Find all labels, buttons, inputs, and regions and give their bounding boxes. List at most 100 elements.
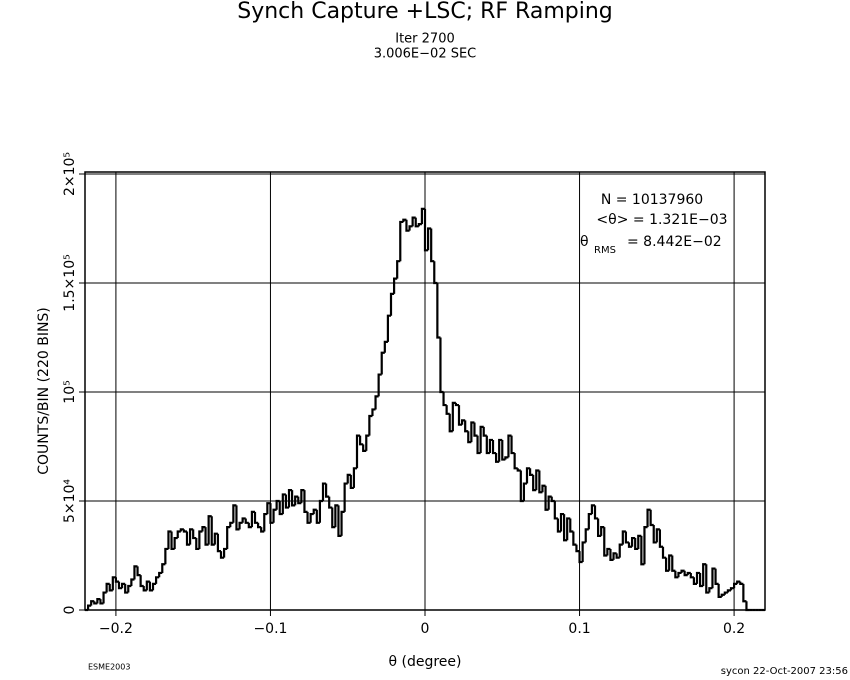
histogram-step [464,420,469,433]
y-tick-label: 1.5×10⁵ [62,254,78,311]
histogram-step [377,373,382,397]
histogram-step [158,571,163,578]
histogram-step [396,260,401,279]
histogram-step [343,482,348,512]
histogram-step [643,526,648,565]
histogram-step [491,439,497,455]
histogram-step [572,531,577,546]
y-axis-label: COUNTS/BIN (220 BINS) [36,307,52,475]
y-tick-label: 10⁵ [62,380,78,403]
histogram-step [139,575,144,588]
histogram-step [130,578,135,587]
histogram-step [365,434,370,451]
histogram-step [368,414,373,436]
histogram-step [392,277,398,294]
histogram-step [352,467,357,488]
histogram-step [658,529,663,548]
x-tick-label: 0.1 [568,621,590,637]
histogram-step [374,395,379,410]
histogram-step [708,587,713,593]
histogram-step [510,435,515,455]
stat-rms-subscript: RMS [594,245,616,256]
stat-n: N = 10137960 [601,192,703,208]
x-tick-label: −0.2 [99,621,133,637]
histogram-step [451,401,456,432]
histogram-step [154,576,160,584]
histogram-step [723,591,728,595]
histogram-step [649,509,654,527]
histogram-step [222,547,228,558]
histogram-step [229,521,234,528]
stat-rms-symbol: θ [580,234,589,250]
histogram-step [318,499,323,523]
histogram-step [504,456,509,460]
histogram-step [661,546,667,559]
histogram-step [482,426,487,437]
histogram-step [516,468,521,472]
histogram-step [417,223,422,227]
histogram-step [433,261,438,285]
histogram-step [454,402,459,407]
histogram-step [553,501,558,520]
x-tick-label: 0.2 [723,621,745,637]
histogram-step [328,496,333,509]
histogram-step [244,518,249,524]
histogram-step [176,530,181,539]
footer-right: sycon 22-Oct-2007 23:56 [721,666,848,677]
histogram-step [430,228,435,263]
histogram-step [399,220,404,262]
stat-mean: <θ> = 1.321E−03 [596,212,727,228]
y-tick-label: 5×10⁴ [62,479,78,523]
histogram-step [550,496,555,503]
histogram-step [324,483,330,498]
histogram-step [720,593,725,597]
histogram-step [102,591,107,604]
footer-left: ESME2003 [88,663,130,672]
histogram-step [371,408,376,416]
histogram-step [192,529,197,540]
histogram-step [442,392,447,407]
subtitle: Iter 2700 [395,32,455,47]
histogram-step [473,422,478,437]
histogram-step [182,529,187,533]
histogram-step [742,583,747,603]
y-tick-label: 0 [62,606,78,615]
histogram-step [151,582,157,591]
histogram-step [581,541,586,563]
histogram-step [732,582,738,589]
histogram-step [136,566,141,577]
histogram-step [522,482,527,501]
histogram-step [726,589,731,593]
histogram-step [624,531,629,544]
histogram-step [173,536,178,549]
histogram-step [216,533,221,553]
histogram-step [528,468,534,476]
y-tick-label: 2×10⁵ [62,152,78,196]
histogram-step [114,577,119,583]
histogram-step [584,528,589,543]
histogram-step [739,581,744,585]
histogram-step [689,572,694,579]
histogram-step [238,521,243,530]
histogram-step [569,518,574,533]
chart-title: Synch Capture +LSC; RF Ramping [237,0,612,24]
histogram-step [380,351,385,375]
histogram-step [593,505,599,520]
histogram-step [439,337,444,394]
stat-rms-value: = 8.442E−02 [627,234,722,250]
histogram-step [436,283,441,339]
histogram-step [587,512,592,530]
histogram-step [408,225,413,231]
histogram-step [386,314,391,342]
histogram-step [263,512,268,532]
histogram-step [358,435,364,446]
histogram-step [256,522,262,529]
histogram-step [445,405,450,415]
subtitle: 3.006E−02 SEC [374,47,477,62]
histogram-step [226,526,231,549]
histogram-step [161,563,166,573]
histogram-step [309,512,314,523]
x-tick-label: 0 [421,621,430,637]
x-axis-label: θ (degree) [388,654,461,670]
